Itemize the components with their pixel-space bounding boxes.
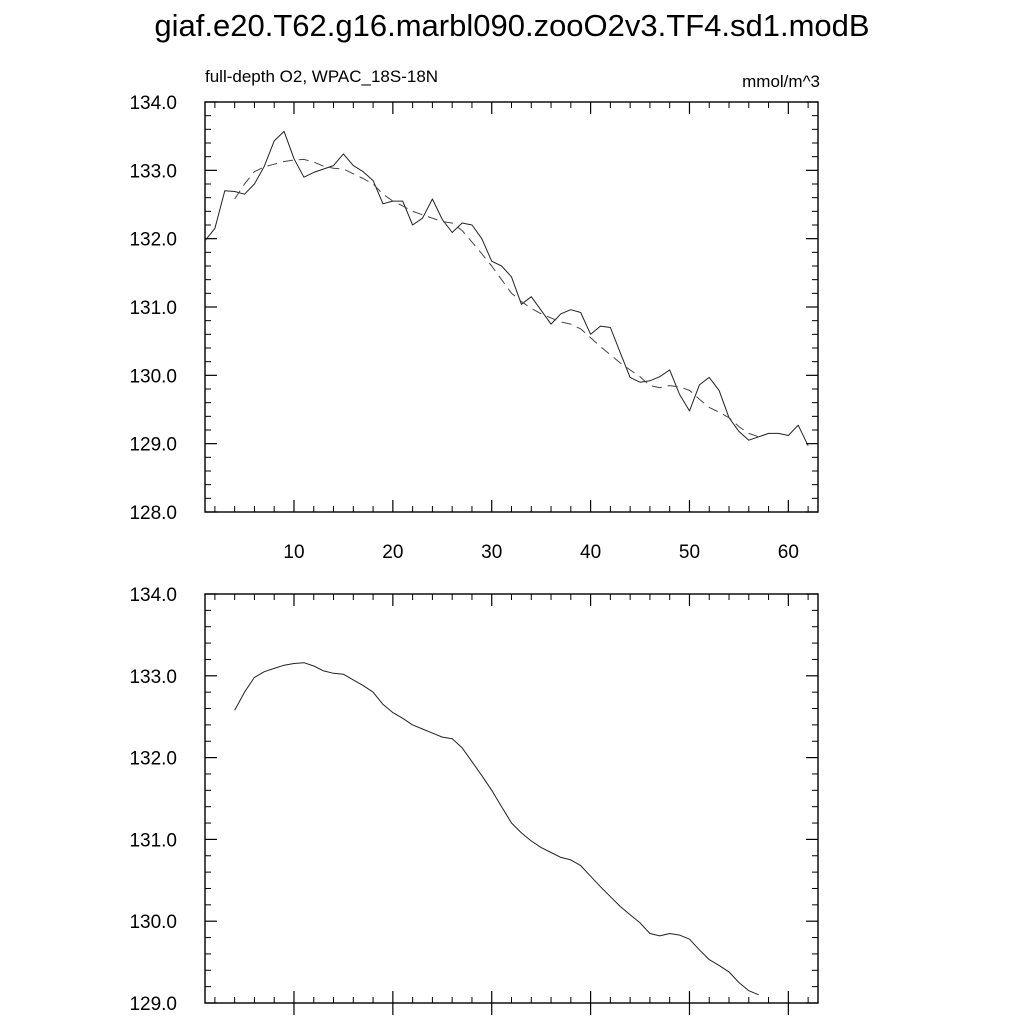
plot-frame: [204, 593, 819, 1004]
x-tick-label: 30: [481, 542, 502, 563]
y-tick-label: 132.0: [129, 749, 177, 770]
y-tick-label: 131.0: [129, 830, 177, 851]
y-tick-label: 132.0: [129, 230, 177, 251]
y-tick-label: 133.0: [129, 667, 177, 688]
series-line-raw: [234, 662, 759, 996]
x-tick-label: 50: [679, 542, 700, 563]
y-tick-label: 134.0: [129, 93, 177, 114]
page-title: giaf.e20.T62.g16.marbl090.zooO2v3.TF4.sd…: [154, 8, 870, 43]
x-tick-label: 60: [778, 542, 799, 563]
y-tick-label: 131.0: [129, 298, 177, 319]
x-tick-label: 40: [580, 542, 601, 563]
y-tick-label: 128.0: [129, 503, 177, 524]
bottom-panel: 129.0 130.0 131.0 132.0 133.0 134.0: [129, 585, 819, 1015]
y-tick-label: 129.0: [129, 435, 177, 456]
series-line-raw: [204, 130, 809, 446]
series-line-smoothed: [234, 158, 759, 438]
y-tick-label: 130.0: [129, 366, 177, 387]
y-tick-label: 130.0: [129, 912, 177, 933]
top-panel: 10 20 30 40 50 60 128.0 129.0 130.0 131.0 132.0 133…: [129, 67, 820, 563]
y-tick-label: 134.0: [129, 585, 177, 606]
panel-subtitle-right: mmol/m^3: [742, 72, 820, 91]
panel-subtitle-left: full-depth O2, WPAC_18S-18N: [205, 67, 438, 86]
y-tick-label: 133.0: [129, 161, 177, 182]
x-tick-label: 20: [382, 542, 403, 563]
y-tick-label: 129.0: [129, 994, 177, 1015]
x-tick-label: 10: [283, 542, 304, 563]
